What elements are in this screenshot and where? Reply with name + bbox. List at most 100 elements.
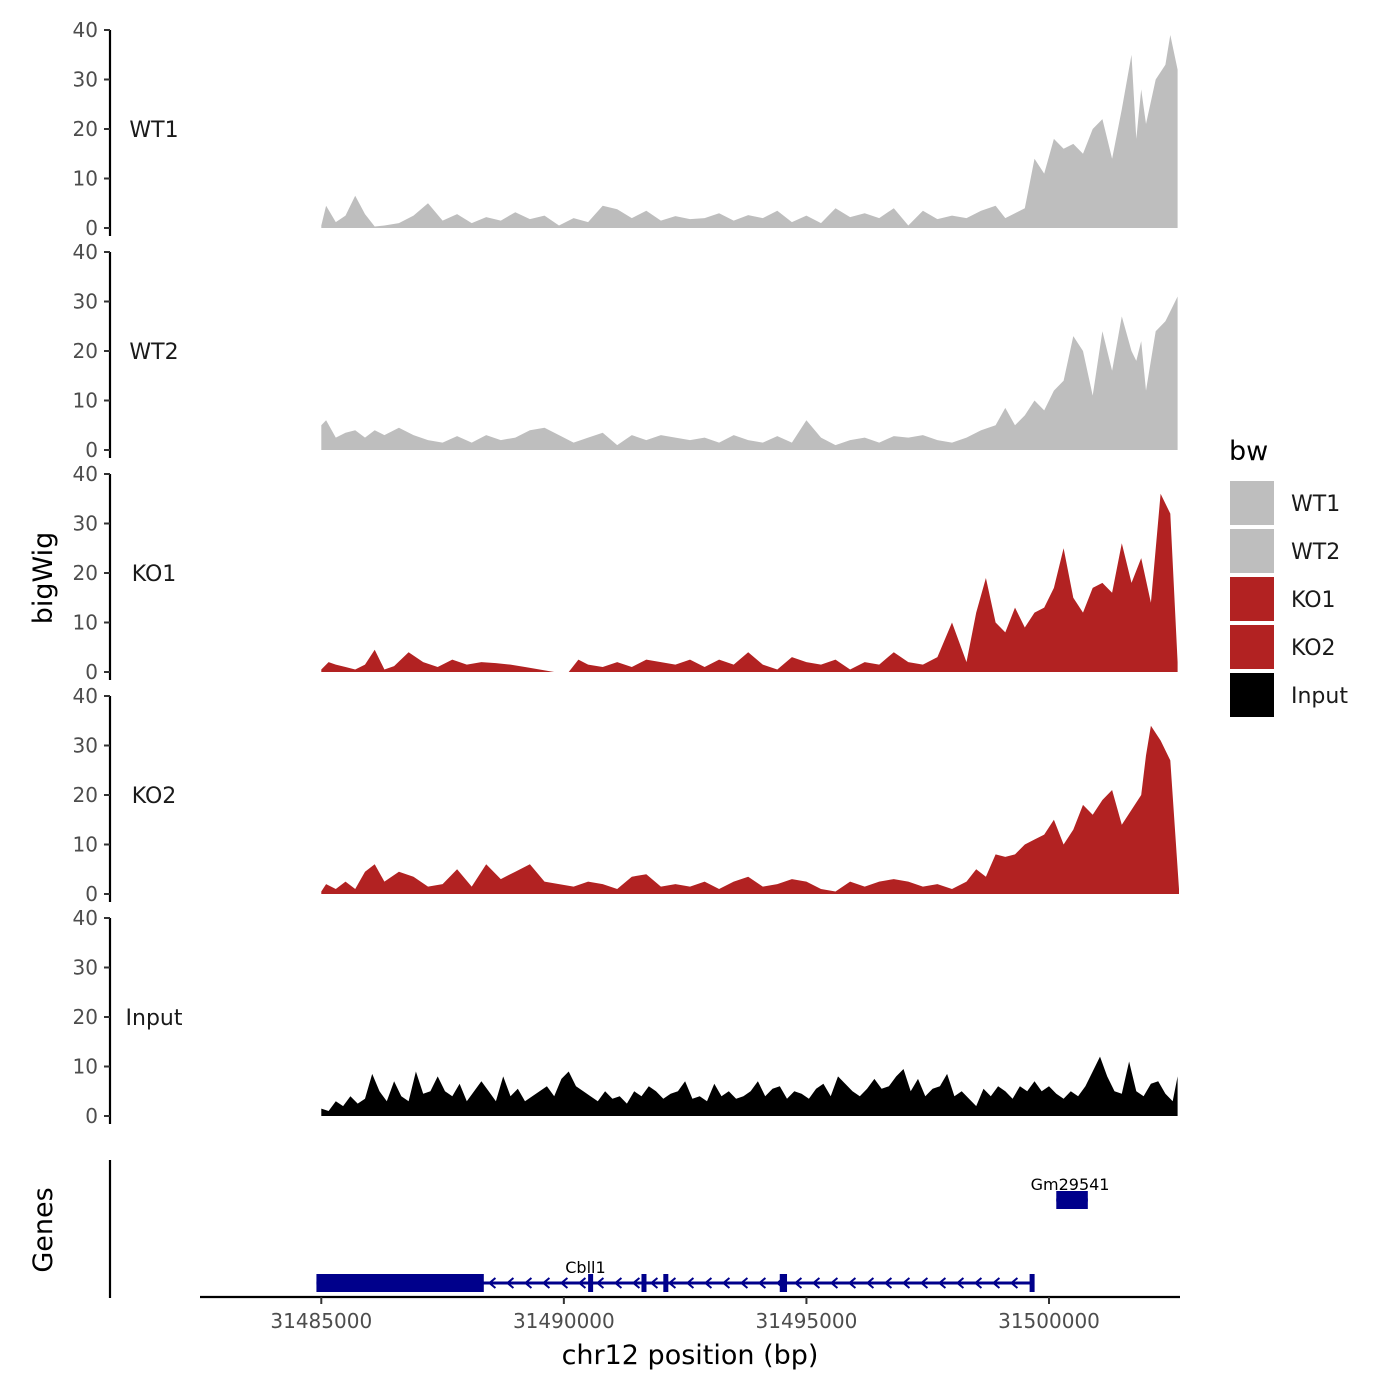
- legend-swatch: [1228, 623, 1276, 671]
- legend-swatch: [1228, 479, 1276, 527]
- legend-label: KO2: [1291, 636, 1336, 661]
- strand-arrow: [649, 1277, 659, 1289]
- legend-item-wt2: WT2: [1228, 527, 1340, 575]
- y-tick-label: 40: [73, 462, 98, 486]
- strand-arrow: [703, 1277, 713, 1289]
- strand-arrow: [1009, 1277, 1019, 1289]
- signal-tracks: 0 10 20 30 40 WT1 0 10 20 30 40 WT2 0 10 20 30 40 KO1 0 10 2…: [73, 18, 1179, 1128]
- strand-arrow: [829, 1277, 839, 1289]
- y-tick-label: 10: [73, 1055, 98, 1079]
- exon: [1056, 1191, 1088, 1209]
- strand-arrow: [919, 1277, 929, 1289]
- x-tick-label: 31490000: [513, 1309, 615, 1333]
- exon: [663, 1274, 669, 1292]
- y-tick-label: 40: [73, 18, 98, 42]
- legend-title: bw: [1229, 436, 1268, 467]
- track-label: WT2: [129, 340, 178, 365]
- strand-arrow: [721, 1277, 731, 1289]
- genes-track: Gm29541 Cbll1: [108, 1160, 1110, 1298]
- y-tick-label: 40: [73, 240, 98, 264]
- strand-arrow: [811, 1277, 821, 1289]
- track-ko1: 0 10 20 30 40 KO1: [73, 462, 1178, 684]
- y-tick-label: 10: [73, 611, 98, 635]
- area-input: [321, 1056, 1178, 1116]
- legend-label: WT1: [1291, 492, 1340, 517]
- y-tick-label: 30: [73, 956, 98, 980]
- genes-axis-title: Genes: [28, 1187, 59, 1272]
- strand-arrow: [847, 1277, 857, 1289]
- y-tick-label: 10: [73, 167, 98, 191]
- y-tick-label: 30: [73, 290, 98, 314]
- track-ko2: 0 10 20 30 40 KO2: [73, 684, 1179, 906]
- strand-arrow: [505, 1277, 515, 1289]
- strand-arrow: [577, 1277, 587, 1289]
- x-axis: 31485000 31490000 31495000 31500000: [200, 1295, 1180, 1333]
- strand-arrow: [901, 1277, 911, 1289]
- strand-arrow: [559, 1277, 569, 1289]
- y-tick-label: 0: [85, 882, 98, 906]
- strand-arrow: [865, 1277, 875, 1289]
- x-tick-label: 31495000: [756, 1309, 858, 1333]
- exon: [1029, 1274, 1035, 1292]
- area-ko2: [321, 725, 1179, 894]
- strand-arrow: [757, 1277, 767, 1289]
- gene-label: Gm29541: [1031, 1175, 1110, 1194]
- y-tick-label: 20: [73, 561, 98, 585]
- y-tick-label: 30: [73, 512, 98, 536]
- strand-arrow: [793, 1277, 803, 1289]
- area-ko1: [321, 493, 1178, 672]
- exon: [779, 1274, 788, 1292]
- strand-arrow: [541, 1277, 551, 1289]
- gene-label: Cbll1: [565, 1258, 605, 1277]
- area-wt2: [321, 296, 1178, 450]
- legend-item-ko2: KO2: [1228, 623, 1336, 671]
- y-tick-label: 30: [73, 734, 98, 758]
- legend-swatch: [1228, 575, 1276, 623]
- track-input: 0 10 20 30 40 Input: [73, 906, 1178, 1128]
- track-wt2: 0 10 20 30 40 WT2: [73, 240, 1178, 462]
- legend: bw WT1 WT2 KO1 KO2 Input: [1228, 436, 1348, 719]
- strand-arrow: [739, 1277, 749, 1289]
- y-tick-label: 30: [73, 68, 98, 92]
- y-tick-label: 10: [73, 389, 98, 413]
- strand-arrow: [973, 1277, 983, 1289]
- track-label: KO1: [132, 562, 177, 587]
- legend-label: KO1: [1291, 588, 1336, 613]
- y-tick-label: 0: [85, 1104, 98, 1128]
- y-tick-label: 20: [73, 783, 98, 807]
- y-tick-label: 0: [85, 216, 98, 240]
- y-tick-label: 0: [85, 438, 98, 462]
- y-tick-label: 20: [73, 1005, 98, 1029]
- y-axis-title: bigWig: [28, 532, 59, 625]
- legend-item-input: Input: [1228, 671, 1348, 719]
- area-wt1: [321, 35, 1178, 228]
- strand-arrow: [883, 1277, 893, 1289]
- track-wt1: 0 10 20 30 40 WT1: [73, 18, 1178, 240]
- strand-arrow: [991, 1277, 1001, 1289]
- strand-arrow: [685, 1277, 695, 1289]
- strand-arrow: [955, 1277, 965, 1289]
- x-tick-label: 31500000: [998, 1309, 1100, 1333]
- legend-label: WT2: [1291, 540, 1340, 565]
- strand-arrow: [523, 1277, 533, 1289]
- track-label: WT1: [129, 118, 178, 143]
- track-label: Input: [126, 1006, 183, 1031]
- strand-arrow: [667, 1277, 677, 1289]
- exon: [316, 1274, 484, 1292]
- legend-swatch: [1228, 671, 1276, 719]
- legend-label: Input: [1291, 684, 1348, 709]
- x-axis-title: chr12 position (bp): [562, 1340, 819, 1371]
- strand-arrow: [631, 1277, 641, 1289]
- y-tick-label: 20: [73, 117, 98, 141]
- gene-gm29541: Gm29541: [1031, 1175, 1110, 1209]
- gene-cbll1: Cbll1: [316, 1258, 1035, 1292]
- y-tick-label: 0: [85, 660, 98, 684]
- y-tick-label: 20: [73, 339, 98, 363]
- strand-arrow: [937, 1277, 947, 1289]
- legend-item-ko1: KO1: [1228, 575, 1336, 623]
- legend-item-wt1: WT1: [1228, 479, 1340, 527]
- y-tick-label: 40: [73, 906, 98, 930]
- strand-arrow: [613, 1277, 623, 1289]
- exon: [588, 1274, 594, 1292]
